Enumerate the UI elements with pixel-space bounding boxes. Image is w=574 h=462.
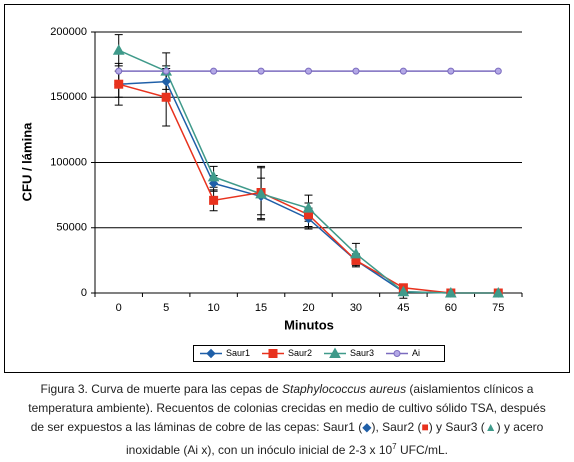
data-point: [161, 76, 171, 87]
caption-line: inoxidable (Ai x), con un inóculo inicia…: [0, 437, 574, 460]
legend-marker: [268, 349, 278, 358]
data-point: [161, 92, 171, 102]
caption-text: ) y Saur3 (: [428, 420, 485, 434]
data-point: [447, 67, 455, 75]
data-point: [255, 187, 267, 199]
legend: [193, 345, 445, 362]
legend-label: Saur2: [288, 348, 312, 358]
caption-line: temperatura ambiente). Recuentos de colo…: [0, 399, 574, 418]
y-tick-label: 150000: [50, 91, 87, 103]
legend-marker: [206, 348, 216, 359]
x-tick-label: 45: [397, 302, 409, 314]
series-line: [118, 83, 499, 294]
legend-label: Ai: [412, 348, 420, 358]
caption-text: (aislamientos clínicos a: [406, 382, 534, 396]
caption-text: temperatura ambiente). Recuentos de colo…: [28, 401, 546, 415]
data-point: [257, 67, 265, 75]
x-tick-label: 75: [492, 302, 504, 314]
series-line: [118, 80, 499, 294]
caption-text: ■: [421, 420, 429, 434]
chart: CFU / lámina Minutos 0 50000 100000 150000 2…: [4, 4, 570, 373]
data-point: [114, 79, 124, 89]
caption-line: Figura 3. Curva de muerte para las cepas…: [0, 380, 574, 399]
data-point: [208, 178, 219, 189]
caption-text: ▲: [484, 420, 497, 434]
data-point: [492, 286, 505, 298]
data-point: [444, 286, 457, 298]
data-point: [494, 67, 502, 75]
x-tick-label: 20: [302, 302, 314, 314]
caption-text: inoxidable (Ai x), con un inóculo inicia…: [126, 443, 393, 457]
legend-label: Saur1: [226, 348, 250, 358]
data-point: [305, 67, 312, 75]
legend-label: Saur3: [350, 348, 374, 358]
x-tick-label: 5: [163, 302, 169, 314]
x-tick-label: 15: [255, 302, 267, 314]
data-point: [207, 170, 220, 182]
data-point: [352, 67, 360, 75]
x-tick-label: 10: [207, 302, 219, 314]
caption-text: 7: [392, 442, 397, 451]
legend-marker: [393, 350, 401, 357]
caption: Figura 3. Curva de muerte para las cepas…: [0, 380, 574, 460]
caption-text: ), Saur2 (: [371, 420, 422, 434]
y-tick-label: 200000: [50, 26, 87, 38]
caption-text: de ser expuestos a las láminas de cobre …: [30, 420, 363, 434]
caption-text: ) y acero: [496, 420, 544, 434]
data-point: [209, 195, 219, 205]
caption-text: UFC/mL.: [396, 443, 448, 457]
data-point: [399, 67, 407, 75]
data-point: [162, 67, 170, 75]
data-point: [397, 285, 410, 297]
caption-text: ◆: [362, 420, 372, 434]
series-line: [118, 49, 499, 294]
x-axis-title: Minutos: [284, 317, 334, 332]
x-tick-label: 30: [350, 302, 362, 314]
data-point: [115, 67, 123, 75]
caption-text: Staphylococcus aureus: [282, 382, 407, 396]
caption-line: de ser expuestos a las láminas de cobre …: [0, 418, 574, 437]
y-tick-label: 50000: [56, 222, 87, 234]
y-tick-label: 0: [81, 287, 87, 299]
x-tick-label: 60: [445, 302, 457, 314]
y-axis-title: CFU / lámina: [19, 122, 34, 202]
data-point: [302, 202, 315, 213]
data-point: [210, 67, 218, 75]
chart-border: [4, 4, 570, 373]
data-point: [350, 247, 362, 259]
caption-text: Figura 3. Curva de muerte para las cepas…: [40, 382, 282, 396]
legend-marker: [329, 347, 341, 358]
x-tick-label: 0: [116, 302, 122, 314]
data-point: [112, 44, 125, 55]
y-tick-label: 100000: [50, 156, 87, 168]
